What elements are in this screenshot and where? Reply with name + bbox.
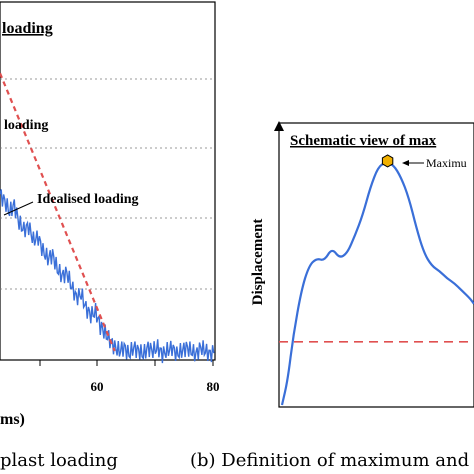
right-chart-title: Schematic view of max — [290, 133, 437, 149]
left-chart-title: loading — [2, 20, 53, 37]
left-annotation-loading: loading — [4, 118, 48, 133]
right-panel: Schematic view of max Maximu Displacemen… — [190, 121, 474, 471]
left-x-tick-label: 60 — [91, 379, 104, 394]
left-plot-frame — [0, 1, 216, 361]
left-annotation-idealised: Idealised loading — [37, 192, 139, 207]
left-series-group — [0, 72, 215, 364]
right-plot-frame — [278, 122, 474, 408]
left-x-axis-label: ms) — [0, 411, 25, 428]
left-caption: plast loading — [0, 450, 118, 471]
right-series-group — [280, 154, 474, 406]
right-y-axis-label: Displacement — [250, 219, 266, 306]
right-annotation-maximum: Maximu — [426, 156, 467, 170]
y-axis-arrow — [274, 121, 284, 131]
left-series-line-measured — [0, 189, 215, 364]
right-caption: (b) Definition of maximum and — [190, 450, 469, 471]
left-panel: loading loading Idealised loading 60 80 … — [0, 1, 220, 471]
maximum-marker — [381, 154, 394, 168]
right-series-line-displacement — [280, 161, 474, 406]
idealised-pointer-arrow — [3, 201, 34, 216]
maximum-pointer-arrowhead — [402, 160, 409, 166]
left-x-tick-label: 80 — [207, 379, 220, 394]
